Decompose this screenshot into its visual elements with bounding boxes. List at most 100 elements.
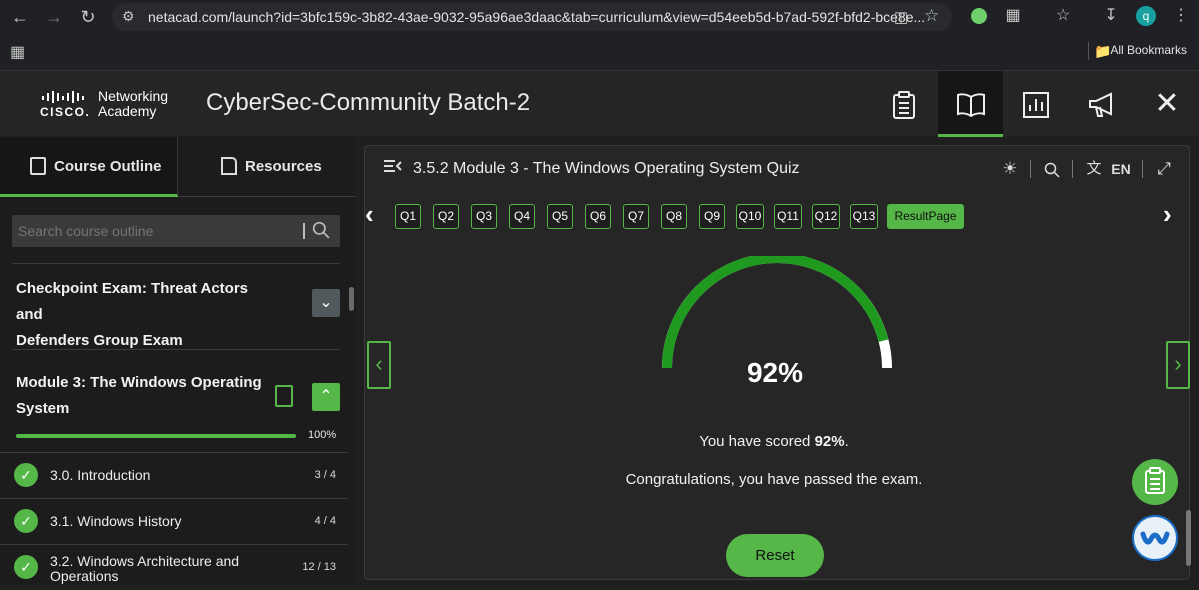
prev-question-arrow-icon[interactable]: ‹ (365, 199, 374, 229)
assignments-clipboard-icon[interactable] (871, 71, 937, 137)
score-prefix: You have scored (699, 433, 815, 450)
expand-icon[interactable]: ⤢ (1157, 159, 1171, 178)
profile-avatar[interactable]: q (1136, 6, 1156, 26)
cisco-networking-academy-logo[interactable]: CISCO. Networking Academy (40, 89, 180, 121)
address-bar[interactable]: ⚙ netacad.com/launch?id=3bfc159c-3b82-43… (112, 3, 952, 31)
next-page-button[interactable]: › (1166, 341, 1190, 389)
collapse-menu-icon[interactable] (383, 158, 403, 178)
toolbar-separator (1030, 160, 1031, 178)
language-label[interactable]: EN (1111, 161, 1131, 177)
tab-label: Course Outline (54, 158, 162, 175)
lesson-title-line: Operations (50, 568, 119, 584)
back-icon[interactable]: ← (11, 7, 29, 27)
chevron-down-icon: ⌄ (319, 294, 333, 311)
chevron-right-icon: › (1174, 351, 1182, 376)
checkmark-icon: ✓ (14, 509, 38, 533)
question-button[interactable]: Q12 (812, 204, 840, 229)
question-button[interactable]: Q9 (699, 204, 725, 229)
quiz-panel: 3.5.2 Module 3 - The Windows Operating S… (364, 145, 1190, 580)
sidebar-scrollbar[interactable] (349, 287, 354, 311)
browser-menu-icon[interactable]: ⋮ (1173, 7, 1189, 24)
site-info-icon[interactable]: ⚙ (122, 8, 135, 24)
cisco-bars-icon (42, 91, 84, 103)
question-button[interactable]: Q4 (509, 204, 535, 229)
question-button[interactable]: Q7 (623, 204, 649, 229)
bookmarks-divider (1088, 42, 1089, 60)
floating-notes-button[interactable] (1132, 459, 1178, 505)
tab-resources[interactable]: Resources (179, 137, 356, 197)
forward-icon[interactable]: → (45, 7, 63, 27)
bookmark-star-icon[interactable]: ☆ (924, 6, 940, 25)
collapse-section-button[interactable]: ⌃ (312, 383, 340, 411)
lesson-item[interactable]: ✓ 3.0. Introduction 3 / 4 (0, 452, 348, 498)
pass-message: Congratulations, you have passed the exa… (625, 471, 923, 488)
lesson-count: 12 / 13 (302, 561, 336, 573)
reload-icon[interactable]: ↻ (80, 7, 96, 27)
search-input[interactable] (18, 223, 298, 239)
browser-chrome: ← → ↻ ⚙ netacad.com/launch?id=3bfc159c-3… (0, 0, 1199, 70)
section-title-module-3[interactable]: Module 3: The Windows Operating System (16, 370, 271, 422)
result-page-button[interactable]: ResultPage (887, 204, 964, 229)
question-button[interactable]: Q2 (433, 204, 459, 229)
bookmarks-bar: ▦ 📁 All Bookmarks (0, 36, 1199, 68)
question-button[interactable]: Q11 (774, 204, 802, 229)
app-header: CISCO. Networking Academy CyberSec-Commu… (0, 70, 1199, 137)
lesson-item[interactable]: ✓ 3.2. Windows Architecture and Operatio… (0, 544, 348, 590)
question-button[interactable]: Q10 (736, 204, 764, 229)
announcements-megaphone-icon[interactable] (1069, 71, 1135, 137)
brightness-icon[interactable]: ☀ (1002, 159, 1018, 178)
apps-grid-icon[interactable]: ▦ (10, 44, 26, 61)
logo-networking: Networking (98, 88, 169, 104)
cisco-wordmark: CISCO. (40, 105, 91, 119)
expand-section-button[interactable]: ⌄ (312, 289, 340, 317)
reset-button[interactable]: Reset (726, 534, 824, 577)
grades-chart-icon[interactable] (1003, 71, 1069, 137)
section-title-checkpoint-exam[interactable]: Checkpoint Exam: Threat Actors and Defen… (16, 276, 271, 354)
lesson-title-line: 3.2. Windows Architecture and (50, 553, 240, 569)
next-question-arrow-icon[interactable]: › (1163, 199, 1172, 229)
floating-webex-button[interactable] (1132, 515, 1178, 561)
install-app-icon[interactable]: ◫ (894, 9, 909, 26)
page-scrollbar[interactable] (1186, 510, 1191, 566)
question-button[interactable]: Q5 (547, 204, 573, 229)
book-icon[interactable] (938, 71, 1003, 137)
document-icon (221, 157, 237, 175)
score-suffix: . (844, 433, 849, 450)
previous-page-button[interactable]: ‹ (367, 341, 391, 389)
question-button[interactable]: Q8 (661, 204, 687, 229)
divider (12, 263, 340, 264)
question-button[interactable]: Q3 (471, 204, 497, 229)
lesson-title: 3.1. Windows History (50, 513, 182, 529)
search-icon[interactable] (1041, 158, 1063, 180)
search-separator (303, 223, 305, 239)
extension-badge-icon[interactable] (968, 5, 990, 27)
gauge-track (662, 256, 892, 369)
all-bookmarks-link[interactable]: All Bookmarks (1110, 43, 1187, 57)
search-icon[interactable] (312, 221, 330, 239)
download-icon[interactable]: ↧ (1104, 7, 1118, 24)
section-title-line: Checkpoint Exam: Threat Actors and (16, 280, 248, 323)
logo-academy: Academy (98, 103, 157, 119)
extensions-icon[interactable]: ▦ (1005, 7, 1021, 24)
search-box (12, 215, 340, 247)
section-title-line: System (16, 400, 70, 417)
lesson-item[interactable]: ✓ 3.1. Windows History 4 / 4 (0, 498, 348, 544)
score-sentence: You have scored 92%. (365, 433, 1183, 450)
toolbar-separator (1142, 160, 1143, 178)
question-button[interactable]: Q13 (850, 204, 878, 229)
url-text: netacad.com/launch?id=3bfc159c-3b82-43ae… (148, 9, 926, 25)
clipboard-icon (1145, 467, 1165, 494)
lesson-count: 4 / 4 (314, 515, 336, 527)
close-icon[interactable]: ✕ (1154, 87, 1180, 120)
bookmarks-star-icon[interactable]: ☆ (1055, 7, 1071, 24)
divider (12, 349, 340, 350)
tab-course-outline[interactable]: Course Outline (0, 137, 178, 197)
module-progress-label: 100% (308, 429, 337, 441)
question-button[interactable]: Q1 (395, 204, 421, 229)
translate-icon[interactable]: 文 (1086, 160, 1102, 177)
tab-label: Resources (245, 158, 322, 175)
question-button[interactable]: Q6 (585, 204, 611, 229)
webex-icon (1140, 531, 1170, 545)
chevron-left-icon: ‹ (375, 351, 383, 376)
module-quiz-clipboard-icon[interactable] (275, 385, 293, 407)
